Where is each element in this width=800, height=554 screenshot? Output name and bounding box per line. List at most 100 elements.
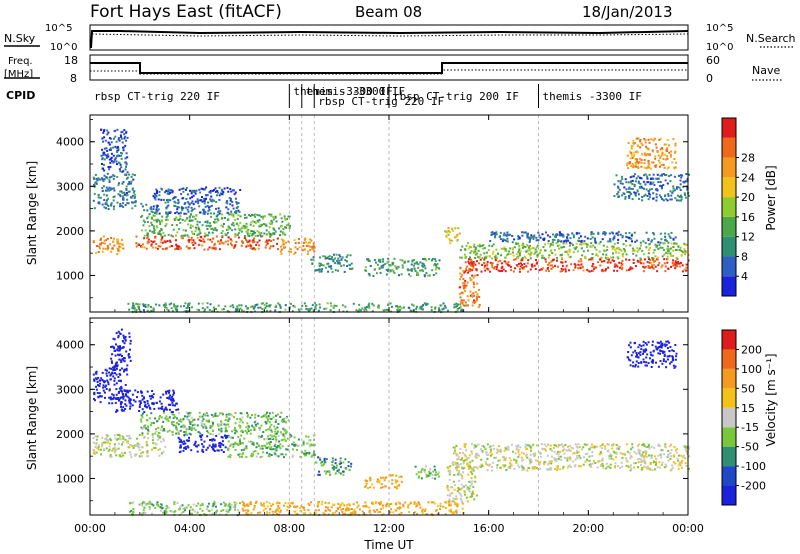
power-echo-cell bbox=[489, 270, 492, 273]
vel-echo-cell bbox=[221, 412, 224, 415]
vel-echo-cell bbox=[246, 422, 249, 425]
vel-echo-cell bbox=[126, 389, 129, 392]
vel-echo-cell bbox=[169, 403, 172, 406]
power-echo-cell bbox=[617, 180, 620, 183]
vel-echo-cell bbox=[140, 446, 143, 449]
power-echo-cell bbox=[174, 248, 177, 251]
power-echo-cell bbox=[563, 240, 566, 243]
power-echo-cell bbox=[672, 264, 675, 267]
vel-echo-cell bbox=[182, 426, 185, 429]
power-echo-cell bbox=[254, 248, 257, 251]
power-echo-cell bbox=[460, 275, 463, 278]
vel-echo-cell bbox=[134, 389, 137, 392]
power-echo-cell bbox=[663, 166, 666, 169]
vel-echo-cell bbox=[239, 412, 242, 415]
vel-echo-cell bbox=[466, 488, 469, 491]
vel-echo-cell bbox=[339, 472, 342, 475]
vel-echo-cell bbox=[438, 471, 441, 474]
vel-echo-cell bbox=[235, 442, 238, 445]
power-echo-cell bbox=[659, 232, 662, 235]
power-echo-cell bbox=[518, 247, 521, 250]
power-echo-cell bbox=[472, 261, 475, 263]
vel-echo-cell bbox=[376, 480, 379, 483]
power-echo-cell bbox=[280, 238, 283, 241]
vel-echo-cell bbox=[656, 466, 659, 469]
power-echo-cell bbox=[476, 282, 479, 285]
vel-echo-cell bbox=[164, 407, 167, 410]
power-echo-cell bbox=[632, 252, 635, 255]
power-echo-cell bbox=[102, 235, 105, 238]
vel-echo-cell bbox=[281, 453, 284, 456]
vel-echo-cell bbox=[175, 426, 178, 429]
vel-echo-cell bbox=[561, 445, 564, 448]
power-echo-cell bbox=[243, 213, 246, 216]
vel-echo-cell bbox=[122, 436, 125, 439]
power-echo-cell bbox=[494, 255, 497, 258]
vel-echo-cell bbox=[593, 445, 596, 448]
power-echo-cell bbox=[501, 265, 504, 268]
vel-echo-cell bbox=[139, 402, 142, 404]
power-echo-cell bbox=[492, 250, 495, 253]
power-echo-cell bbox=[102, 167, 104, 170]
site-title: Fort Hays East (fitACF) bbox=[90, 2, 282, 22]
power-echo-cell bbox=[449, 239, 452, 242]
vel-echo-cell bbox=[271, 438, 274, 440]
power-echo-cell bbox=[434, 260, 437, 263]
power-echo-cell bbox=[651, 259, 654, 262]
power-echo-cell bbox=[253, 221, 256, 223]
vel-echo-cell bbox=[274, 421, 277, 423]
vel-echo-cell bbox=[191, 426, 193, 429]
vel-echo-cell bbox=[524, 443, 527, 446]
power-echo-cell bbox=[100, 241, 103, 244]
vel-echo-cell bbox=[98, 379, 101, 382]
power-echo-cell bbox=[209, 191, 212, 194]
power-echo-cell bbox=[144, 305, 147, 308]
power-echo-cell bbox=[178, 248, 181, 250]
power-echo-cell bbox=[659, 165, 661, 168]
power-echo-cell bbox=[593, 267, 596, 270]
vel-echo-cell bbox=[640, 458, 643, 461]
power-echo-cell bbox=[95, 252, 98, 254]
power-echo-cell bbox=[426, 274, 429, 277]
vel-echo-cell bbox=[234, 422, 237, 425]
vel-echo-cell bbox=[164, 417, 167, 420]
vel-echo-cell bbox=[643, 457, 646, 460]
power-echo-cell bbox=[382, 258, 385, 261]
power-echo-cell bbox=[458, 232, 461, 235]
vel-echo-cell bbox=[119, 347, 122, 350]
power-echo-cell bbox=[126, 136, 129, 139]
power-echo-cell bbox=[311, 245, 314, 248]
power-echo-cell bbox=[305, 241, 307, 244]
vel-echo-cell bbox=[642, 443, 645, 446]
power-echo-cell bbox=[670, 150, 673, 153]
power-echo-cell bbox=[666, 157, 669, 160]
vel-echo-cell bbox=[119, 455, 122, 458]
power-echo-cell bbox=[216, 194, 218, 197]
vel-echo-cell bbox=[184, 442, 187, 445]
power-echo-cell bbox=[679, 174, 682, 177]
vel-echo-cell bbox=[395, 474, 398, 477]
vel-echo-cell bbox=[517, 444, 520, 447]
power-echo-cell bbox=[463, 271, 466, 274]
vel-echo-cell bbox=[569, 458, 572, 461]
power-echo-cell bbox=[652, 232, 655, 234]
power-echo-cell bbox=[132, 302, 135, 305]
power-echo-cell bbox=[221, 193, 223, 196]
power-echo-cell bbox=[594, 238, 596, 241]
power-echo-cell bbox=[166, 308, 168, 311]
power-echo-cell bbox=[654, 155, 657, 158]
vel-echo-cell bbox=[95, 451, 98, 454]
vel-echo-cell bbox=[118, 387, 121, 390]
vel-echo-cell bbox=[550, 460, 553, 463]
vel-echo-cell bbox=[155, 401, 158, 404]
power-echo-cell bbox=[103, 169, 106, 172]
power-echo-cell bbox=[180, 236, 183, 239]
power-echo-cell bbox=[601, 268, 604, 271]
power-echo-cell bbox=[331, 256, 334, 259]
power-echo-cell bbox=[494, 236, 496, 239]
vel-echo-cell bbox=[391, 482, 394, 485]
power-echo-cell bbox=[203, 240, 206, 243]
vel-echo-cell bbox=[521, 469, 524, 471]
power-echo-cell bbox=[142, 304, 145, 307]
power-echo-cell bbox=[198, 205, 201, 208]
